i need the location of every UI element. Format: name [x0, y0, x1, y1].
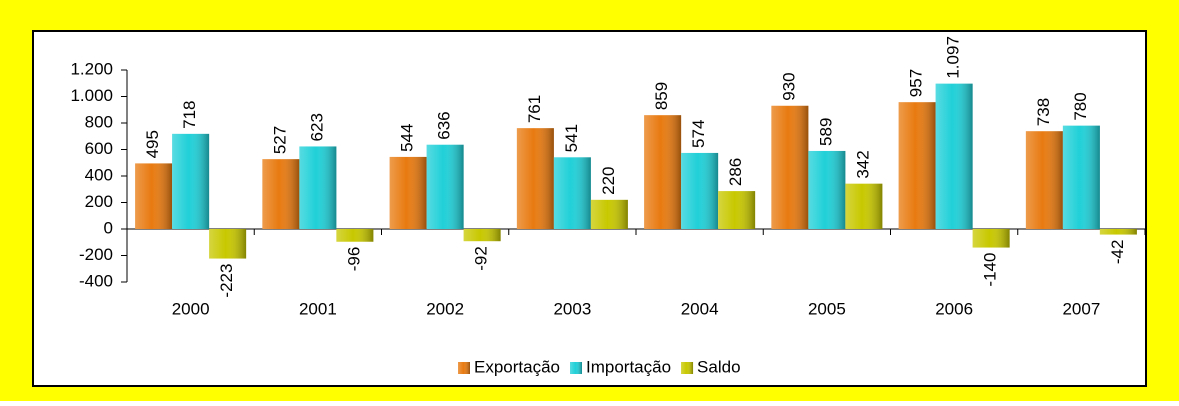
x-tick-label: 2002 — [426, 299, 464, 318]
bar-shade — [262, 159, 300, 229]
bar-shade — [516, 128, 554, 229]
data-label: -96 — [344, 247, 363, 272]
bar-shade — [718, 191, 756, 229]
bar-shade — [898, 102, 936, 229]
legend-swatch-shade — [570, 362, 582, 374]
data-label: -140 — [981, 253, 1000, 287]
data-label: 636 — [435, 111, 454, 139]
bar-shade — [463, 229, 501, 242]
x-tick-label: 2007 — [1062, 299, 1100, 318]
x-tick-label: 2000 — [172, 299, 210, 318]
data-label: 527 — [270, 126, 289, 154]
data-label: 574 — [689, 120, 708, 148]
y-tick-label: 0 — [104, 218, 113, 237]
bar-shade — [972, 229, 1010, 248]
legend-label: Saldo — [697, 357, 740, 376]
bar-shade — [389, 156, 427, 229]
legend-swatch-shade — [681, 362, 694, 374]
bar-shade — [336, 229, 374, 242]
data-label: -92 — [472, 246, 491, 271]
data-label: 718 — [180, 100, 199, 128]
bar-shade — [1025, 131, 1063, 229]
y-tick-label: 1.200 — [70, 59, 113, 78]
legend-swatch-shade — [458, 362, 470, 374]
bar-shade — [808, 150, 846, 229]
legend-label: Exportação — [474, 357, 560, 376]
data-label: 623 — [307, 113, 326, 141]
data-label: 544 — [398, 124, 417, 152]
bar-shade — [299, 146, 337, 229]
data-label: 1.097 — [944, 36, 963, 79]
bar-shade — [771, 105, 809, 229]
bar-shade — [209, 229, 247, 259]
y-tick-label: 600 — [85, 139, 113, 158]
y-tick-label: 200 — [85, 192, 113, 211]
x-tick-label: 2004 — [681, 299, 719, 318]
data-label: 930 — [779, 72, 798, 100]
bar-shade — [590, 199, 628, 229]
bar-shade — [644, 115, 682, 229]
bar-shade — [935, 83, 973, 230]
data-label: 495 — [143, 130, 162, 158]
y-tick-label: 1.000 — [70, 86, 113, 105]
data-label: 220 — [599, 166, 618, 194]
y-tick-label: -400 — [79, 271, 113, 290]
data-label: 957 — [907, 69, 926, 97]
y-tick-label: 800 — [85, 112, 113, 131]
data-label: 738 — [1034, 98, 1053, 126]
data-label: 761 — [525, 95, 544, 123]
bar-shade — [172, 133, 210, 229]
data-label: 859 — [652, 82, 671, 110]
y-tick-label: 400 — [85, 165, 113, 184]
legend-label: Importação — [586, 357, 671, 376]
data-label: -42 — [1108, 240, 1127, 265]
data-label: 541 — [562, 124, 581, 152]
bar-shade — [681, 152, 719, 229]
bar-shade — [553, 157, 591, 229]
data-label: 780 — [1071, 92, 1090, 120]
data-label: 286 — [726, 158, 745, 186]
bar-shade — [426, 144, 464, 229]
data-label: 589 — [816, 118, 835, 146]
x-tick-label: 2003 — [553, 299, 591, 318]
bar-shade — [1062, 125, 1100, 229]
x-tick-label: 2006 — [935, 299, 973, 318]
bar-shade — [135, 163, 173, 229]
bar-shade — [845, 183, 883, 229]
data-label: 342 — [853, 150, 872, 178]
x-tick-label: 2001 — [299, 299, 337, 318]
bar-shade — [1099, 229, 1137, 235]
data-label: -223 — [217, 264, 236, 298]
x-tick-label: 2005 — [808, 299, 846, 318]
y-tick-label: -200 — [79, 245, 113, 264]
